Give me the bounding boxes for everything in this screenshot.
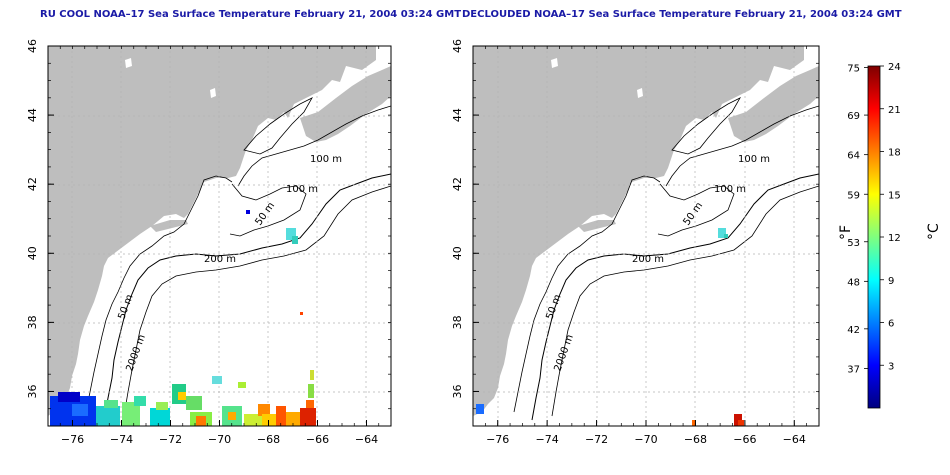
left-contour-gom [229, 183, 307, 237]
x-tick-label: −70 [634, 433, 657, 446]
y-tick-label: 36 [26, 384, 39, 398]
right-label-200m: 200 m [632, 254, 664, 265]
left-axis-ticks: −76 −74 −72 −70 −68 −66 −64 46 44 42 40 38 36 [26, 39, 392, 446]
colorbar-ticks: 24 21 18 15 12 9 6 3 75 69 64 59 53 48 42 37 [847, 62, 900, 375]
celsius-tick-label: 3 [888, 361, 894, 372]
right-contour-200m [531, 173, 819, 421]
colorbar-celsius-unit: °C [926, 223, 942, 240]
x-tick-label: −64 [783, 433, 806, 446]
celsius-tick-label: 12 [888, 233, 901, 244]
celsius-tick-label: 18 [888, 148, 901, 159]
y-tick-label: 44 [26, 108, 39, 122]
right-lake-2 [637, 88, 643, 98]
y-tick-label: 38 [26, 315, 39, 329]
x-tick-label: −68 [257, 433, 280, 446]
fahrenheit-tick-label: 64 [847, 151, 860, 162]
celsius-tick-label: 9 [888, 276, 894, 287]
x-tick-label: −74 [110, 433, 133, 446]
right-contour-2000m [551, 185, 819, 417]
x-tick-label: −64 [355, 433, 378, 446]
fahrenheit-tick-label: 42 [847, 325, 860, 336]
y-tick-label: 42 [26, 177, 39, 191]
right-map-panel: 100 m 100 m 50 m 200 m 50 m 2000 m −76 −7… [451, 39, 820, 446]
x-tick-label: −72 [585, 433, 608, 446]
sst-colorbar: 24 21 18 15 12 9 6 3 75 69 64 59 53 48 42 37 °F °C [838, 62, 942, 409]
right-map-title: DECLOUDED NOAA–17 Sea Surface Temperatur… [462, 9, 902, 20]
right-contour-banks [671, 97, 742, 155]
fahrenheit-tick-label: 75 [847, 64, 860, 75]
y-tick-label: 38 [451, 315, 464, 329]
right-label-100m-lower: 100 m [714, 184, 746, 195]
right-contour-gom [657, 183, 735, 237]
y-tick-label: 40 [26, 246, 39, 260]
y-tick-label: 46 [26, 39, 39, 53]
x-tick-label: −74 [536, 433, 559, 446]
y-tick-label: 40 [451, 246, 464, 260]
right-land-mass [473, 46, 804, 416]
fahrenheit-tick-label: 48 [847, 277, 860, 288]
fahrenheit-tick-label: 53 [847, 238, 860, 249]
y-tick-label: 46 [451, 39, 464, 53]
left-contour-2000m [123, 185, 391, 417]
celsius-tick-label: 21 [888, 105, 901, 116]
left-map-panel: 100 m 100 m 50 m 200 m 50 m 2000 m −76 −7… [26, 39, 392, 446]
right-axis-ticks: −76 −74 −72 −70 −68 −66 −64 46 44 42 40 38 36 [451, 39, 820, 446]
celsius-tick-label: 15 [888, 190, 901, 201]
left-lake-2 [210, 88, 216, 98]
left-nova-scotia [300, 66, 391, 142]
celsius-tick-label: 24 [888, 62, 901, 73]
x-tick-label: −66 [733, 433, 756, 446]
y-tick-label: 44 [451, 108, 464, 122]
fahrenheit-tick-label: 59 [847, 190, 860, 201]
right-nova-scotia [728, 66, 819, 142]
y-tick-label: 36 [451, 384, 464, 398]
x-tick-label: −76 [486, 433, 509, 446]
left-map-title: RU COOL NOAA–17 Sea Surface Temperature … [40, 9, 462, 20]
left-lake-1 [125, 58, 132, 68]
left-grid [48, 46, 391, 426]
fahrenheit-tick-label: 69 [847, 111, 860, 122]
fahrenheit-tick-label: 37 [847, 364, 860, 375]
x-tick-label: −72 [159, 433, 182, 446]
left-contour-shelf [237, 105, 391, 187]
left-contour-200m [103, 173, 391, 421]
left-label-100m-lower: 100 m [286, 184, 318, 195]
x-tick-label: −70 [208, 433, 231, 446]
x-tick-label: −66 [306, 433, 329, 446]
right-sst-data [476, 228, 744, 426]
colorbar-gradient [867, 65, 881, 409]
right-label-100m-upper: 100 m [738, 154, 770, 165]
left-long-island [150, 220, 188, 232]
left-label-200m: 200 m [204, 254, 236, 265]
left-sst-data [50, 210, 316, 426]
x-tick-label: −68 [684, 433, 707, 446]
x-tick-label: −76 [61, 433, 84, 446]
colorbar-fahrenheit-unit: °F [838, 225, 854, 240]
right-grid [473, 46, 819, 426]
left-label-100m-upper: 100 m [310, 154, 342, 165]
right-lake-1 [551, 58, 558, 68]
celsius-tick-label: 6 [888, 319, 894, 330]
y-tick-label: 42 [451, 177, 464, 191]
left-land-mass [48, 46, 376, 416]
